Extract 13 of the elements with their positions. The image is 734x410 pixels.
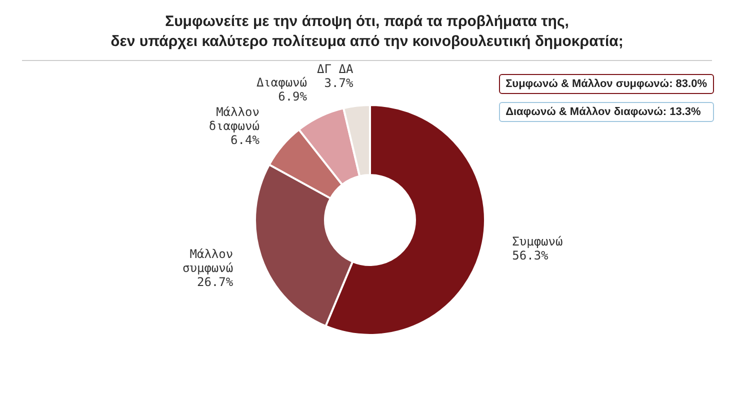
- chart-title: Συμφωνείτε με την άποψη ότι, παρά τα προβλήματα της, δεν υπάρχει καλύτερο πολίτευμα από την κοινοβουλευτική δημοκρατία;: [110, 12, 624, 52]
- slice-label: Διαφωνώ: [256, 75, 308, 90]
- slice-label: ΔΓ ΔΑ: [317, 62, 354, 76]
- slice-label: Μάλλον συμφωνώ: [182, 246, 234, 275]
- slice-label: Μάλλον διαφωνώ: [208, 105, 260, 134]
- data-label: 56.3%: [512, 248, 550, 263]
- text: Διαφωνώ & Μάλλον διαφωνώ: 13.3%: [498, 102, 714, 122]
- slice-label: Συμφωνώ: [512, 234, 563, 249]
- data-label: 3.7%: [324, 76, 354, 90]
- data-label: 6.9%: [278, 89, 308, 104]
- data-label: 26.7%: [196, 274, 234, 289]
- data-label: 6.4%: [230, 133, 260, 148]
- text: Συμφωνώ & Μάλλον συμφωνώ: 83.0%: [498, 74, 714, 94]
